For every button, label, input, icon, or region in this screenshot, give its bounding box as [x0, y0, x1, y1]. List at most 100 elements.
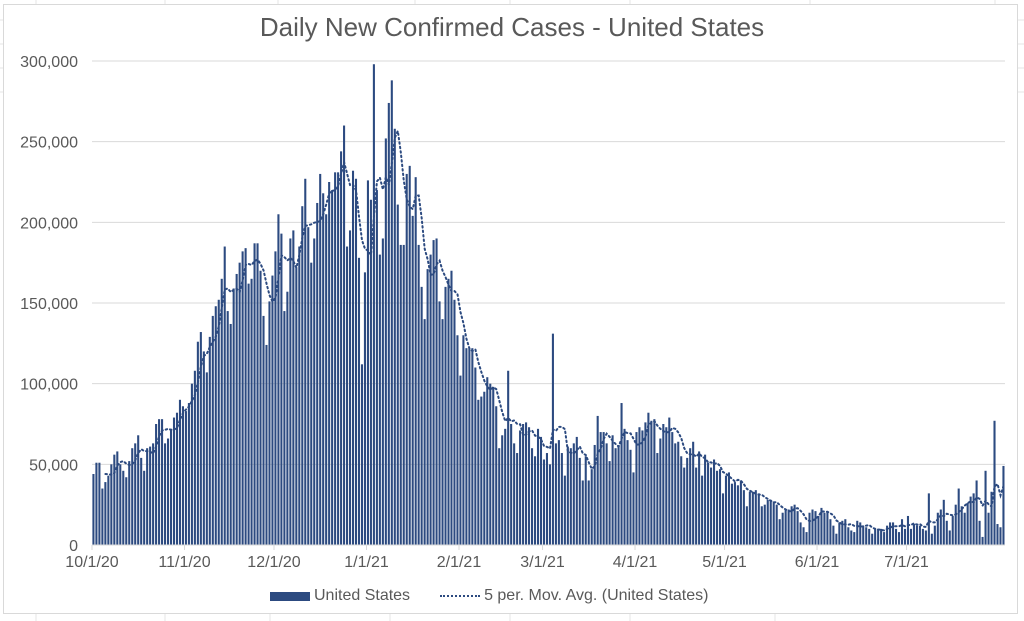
x-tick-label: 2/1/21: [437, 554, 482, 571]
x-axis-ticks: 10/1/20 11/1/20 12/1/20 1/1/21 2/1/21 3/1/21 4…: [65, 545, 929, 571]
bar: [265, 344, 268, 545]
bar: [671, 432, 674, 545]
bar: [927, 493, 930, 545]
bar: [963, 512, 966, 545]
bar: [214, 306, 217, 545]
bar: [593, 444, 596, 545]
bar: [435, 238, 438, 545]
legend-item-moving-average[interactable]: 5 per. Mov. Avg. (United States): [440, 587, 708, 605]
bar: [199, 332, 202, 545]
bar: [465, 348, 468, 545]
bar: [718, 469, 722, 545]
bar: [990, 491, 993, 545]
bar: [874, 528, 877, 545]
y-tick-label: 100,000: [20, 377, 78, 394]
bar: [739, 480, 742, 545]
bar: [724, 475, 728, 545]
bar: [360, 364, 364, 545]
bar: [939, 509, 942, 545]
bar: [811, 509, 814, 545]
bar: [498, 448, 501, 545]
bar: [793, 504, 796, 545]
bar: [193, 370, 196, 545]
bar: [715, 470, 719, 545]
bar: [525, 422, 528, 545]
bar: [539, 436, 543, 545]
bar: [751, 491, 754, 545]
bar: [536, 428, 540, 545]
x-tick-label: 10/1/20: [65, 554, 118, 571]
bar: [686, 457, 689, 545]
bar: [787, 509, 790, 545]
bar: [560, 453, 563, 545]
moving-average-line: [104, 127, 1005, 532]
bar: [832, 525, 835, 545]
bar: [528, 427, 531, 545]
bar: [775, 504, 778, 545]
bar: [143, 470, 146, 545]
bar: [444, 286, 447, 545]
bar: [999, 527, 1002, 545]
bar: [486, 377, 489, 545]
chart-title: Daily New Confirmed Cases - United State…: [259, 12, 765, 42]
bar: [969, 496, 972, 545]
bar: [468, 348, 471, 545]
bar: [161, 419, 164, 545]
bar: [692, 441, 695, 545]
bar: [471, 348, 474, 545]
bar: [889, 522, 892, 545]
bar: [331, 190, 334, 545]
bar: [680, 456, 683, 545]
bar: [337, 172, 340, 545]
bar: [271, 275, 274, 545]
bar: [223, 246, 226, 545]
bar: [140, 457, 143, 545]
bar: [226, 311, 229, 545]
bar: [438, 301, 441, 545]
y-tick-label: 300,000: [20, 54, 78, 71]
bar: [116, 451, 119, 545]
bar: [390, 80, 393, 546]
bar: [912, 524, 915, 545]
bar: [516, 453, 519, 545]
bar: [507, 370, 510, 545]
bar: [841, 520, 844, 545]
bar: [647, 412, 650, 545]
bar: [489, 383, 492, 545]
bar: [375, 190, 378, 545]
bar: [713, 459, 716, 545]
bar: [107, 475, 110, 545]
bar: [638, 427, 641, 545]
bar: [653, 419, 656, 545]
bar: [895, 528, 898, 545]
bar: [760, 506, 763, 545]
bar: [820, 507, 823, 545]
bar: [208, 336, 211, 545]
bar: [578, 457, 581, 545]
bar: [984, 470, 987, 545]
bar: [584, 456, 587, 545]
legend-item-united-states[interactable]: United States: [270, 587, 410, 605]
bar: [384, 138, 387, 545]
bar: [892, 522, 895, 545]
bar: [381, 238, 384, 545]
bar: [229, 323, 232, 545]
bar: [936, 512, 939, 545]
bar: [763, 504, 766, 545]
bar: [399, 244, 402, 546]
bar: [847, 527, 850, 545]
bar: [262, 315, 265, 545]
bar: [533, 456, 537, 545]
bar: [644, 422, 647, 545]
bar: [211, 315, 214, 545]
bar: [238, 262, 241, 545]
bar: [829, 519, 832, 545]
bar: [987, 512, 990, 545]
bar: [799, 522, 802, 545]
bar: [531, 448, 534, 545]
bar: [853, 532, 856, 545]
bar: [808, 512, 811, 545]
bar: [862, 525, 865, 545]
bar: [921, 528, 924, 545]
bar: [656, 453, 659, 545]
